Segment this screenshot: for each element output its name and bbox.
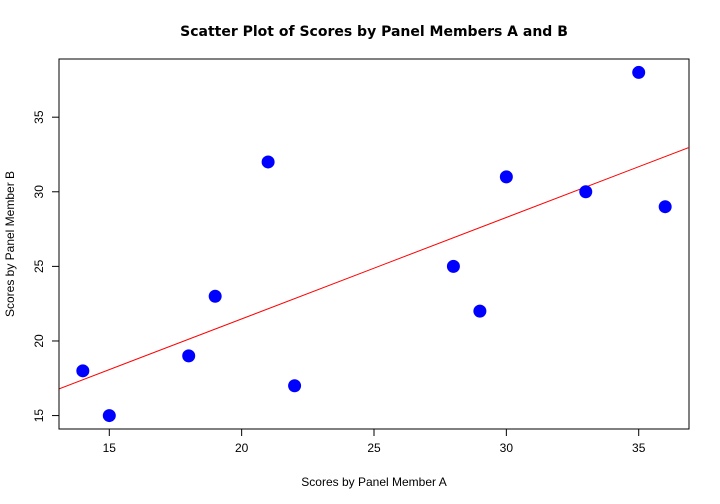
plot-area bbox=[58, 58, 690, 430]
data-point-8 bbox=[499, 170, 513, 184]
data-point-5 bbox=[288, 379, 302, 393]
y-tick-label: 25 bbox=[32, 259, 46, 273]
chart-title: Scatter Plot of Scores by Panel Members … bbox=[180, 24, 568, 40]
y-tick-label: 30 bbox=[32, 185, 46, 199]
y-tick-label: 20 bbox=[32, 334, 46, 348]
data-points bbox=[76, 65, 672, 423]
x-tick-label: 30 bbox=[500, 441, 514, 455]
x-tick-label: 35 bbox=[632, 441, 646, 455]
x-tick-label: 15 bbox=[103, 441, 117, 455]
data-point-6 bbox=[446, 259, 460, 273]
data-point-0 bbox=[76, 364, 90, 378]
y-tick-label: 15 bbox=[32, 409, 46, 423]
x-tick-label: 20 bbox=[235, 441, 249, 455]
y-axis: 15 20 25 30 35 bbox=[32, 110, 60, 423]
regression-line bbox=[59, 146, 689, 390]
data-point-1 bbox=[102, 409, 116, 423]
data-point-4 bbox=[261, 155, 275, 169]
y-axis-label: Scores by Panel Member B bbox=[3, 171, 17, 317]
data-point-7 bbox=[473, 304, 487, 318]
data-point-9 bbox=[579, 185, 593, 199]
data-point-2 bbox=[182, 349, 196, 363]
x-tick-label: 25 bbox=[367, 441, 381, 455]
data-point-11 bbox=[658, 200, 672, 214]
data-point-3 bbox=[208, 289, 222, 303]
regression-line-group bbox=[59, 146, 689, 390]
x-axis: 15 20 25 30 35 bbox=[103, 428, 646, 455]
data-point-10 bbox=[632, 65, 646, 79]
x-axis-label: Scores by Panel Member A bbox=[301, 475, 446, 489]
y-tick-label: 35 bbox=[32, 110, 46, 124]
